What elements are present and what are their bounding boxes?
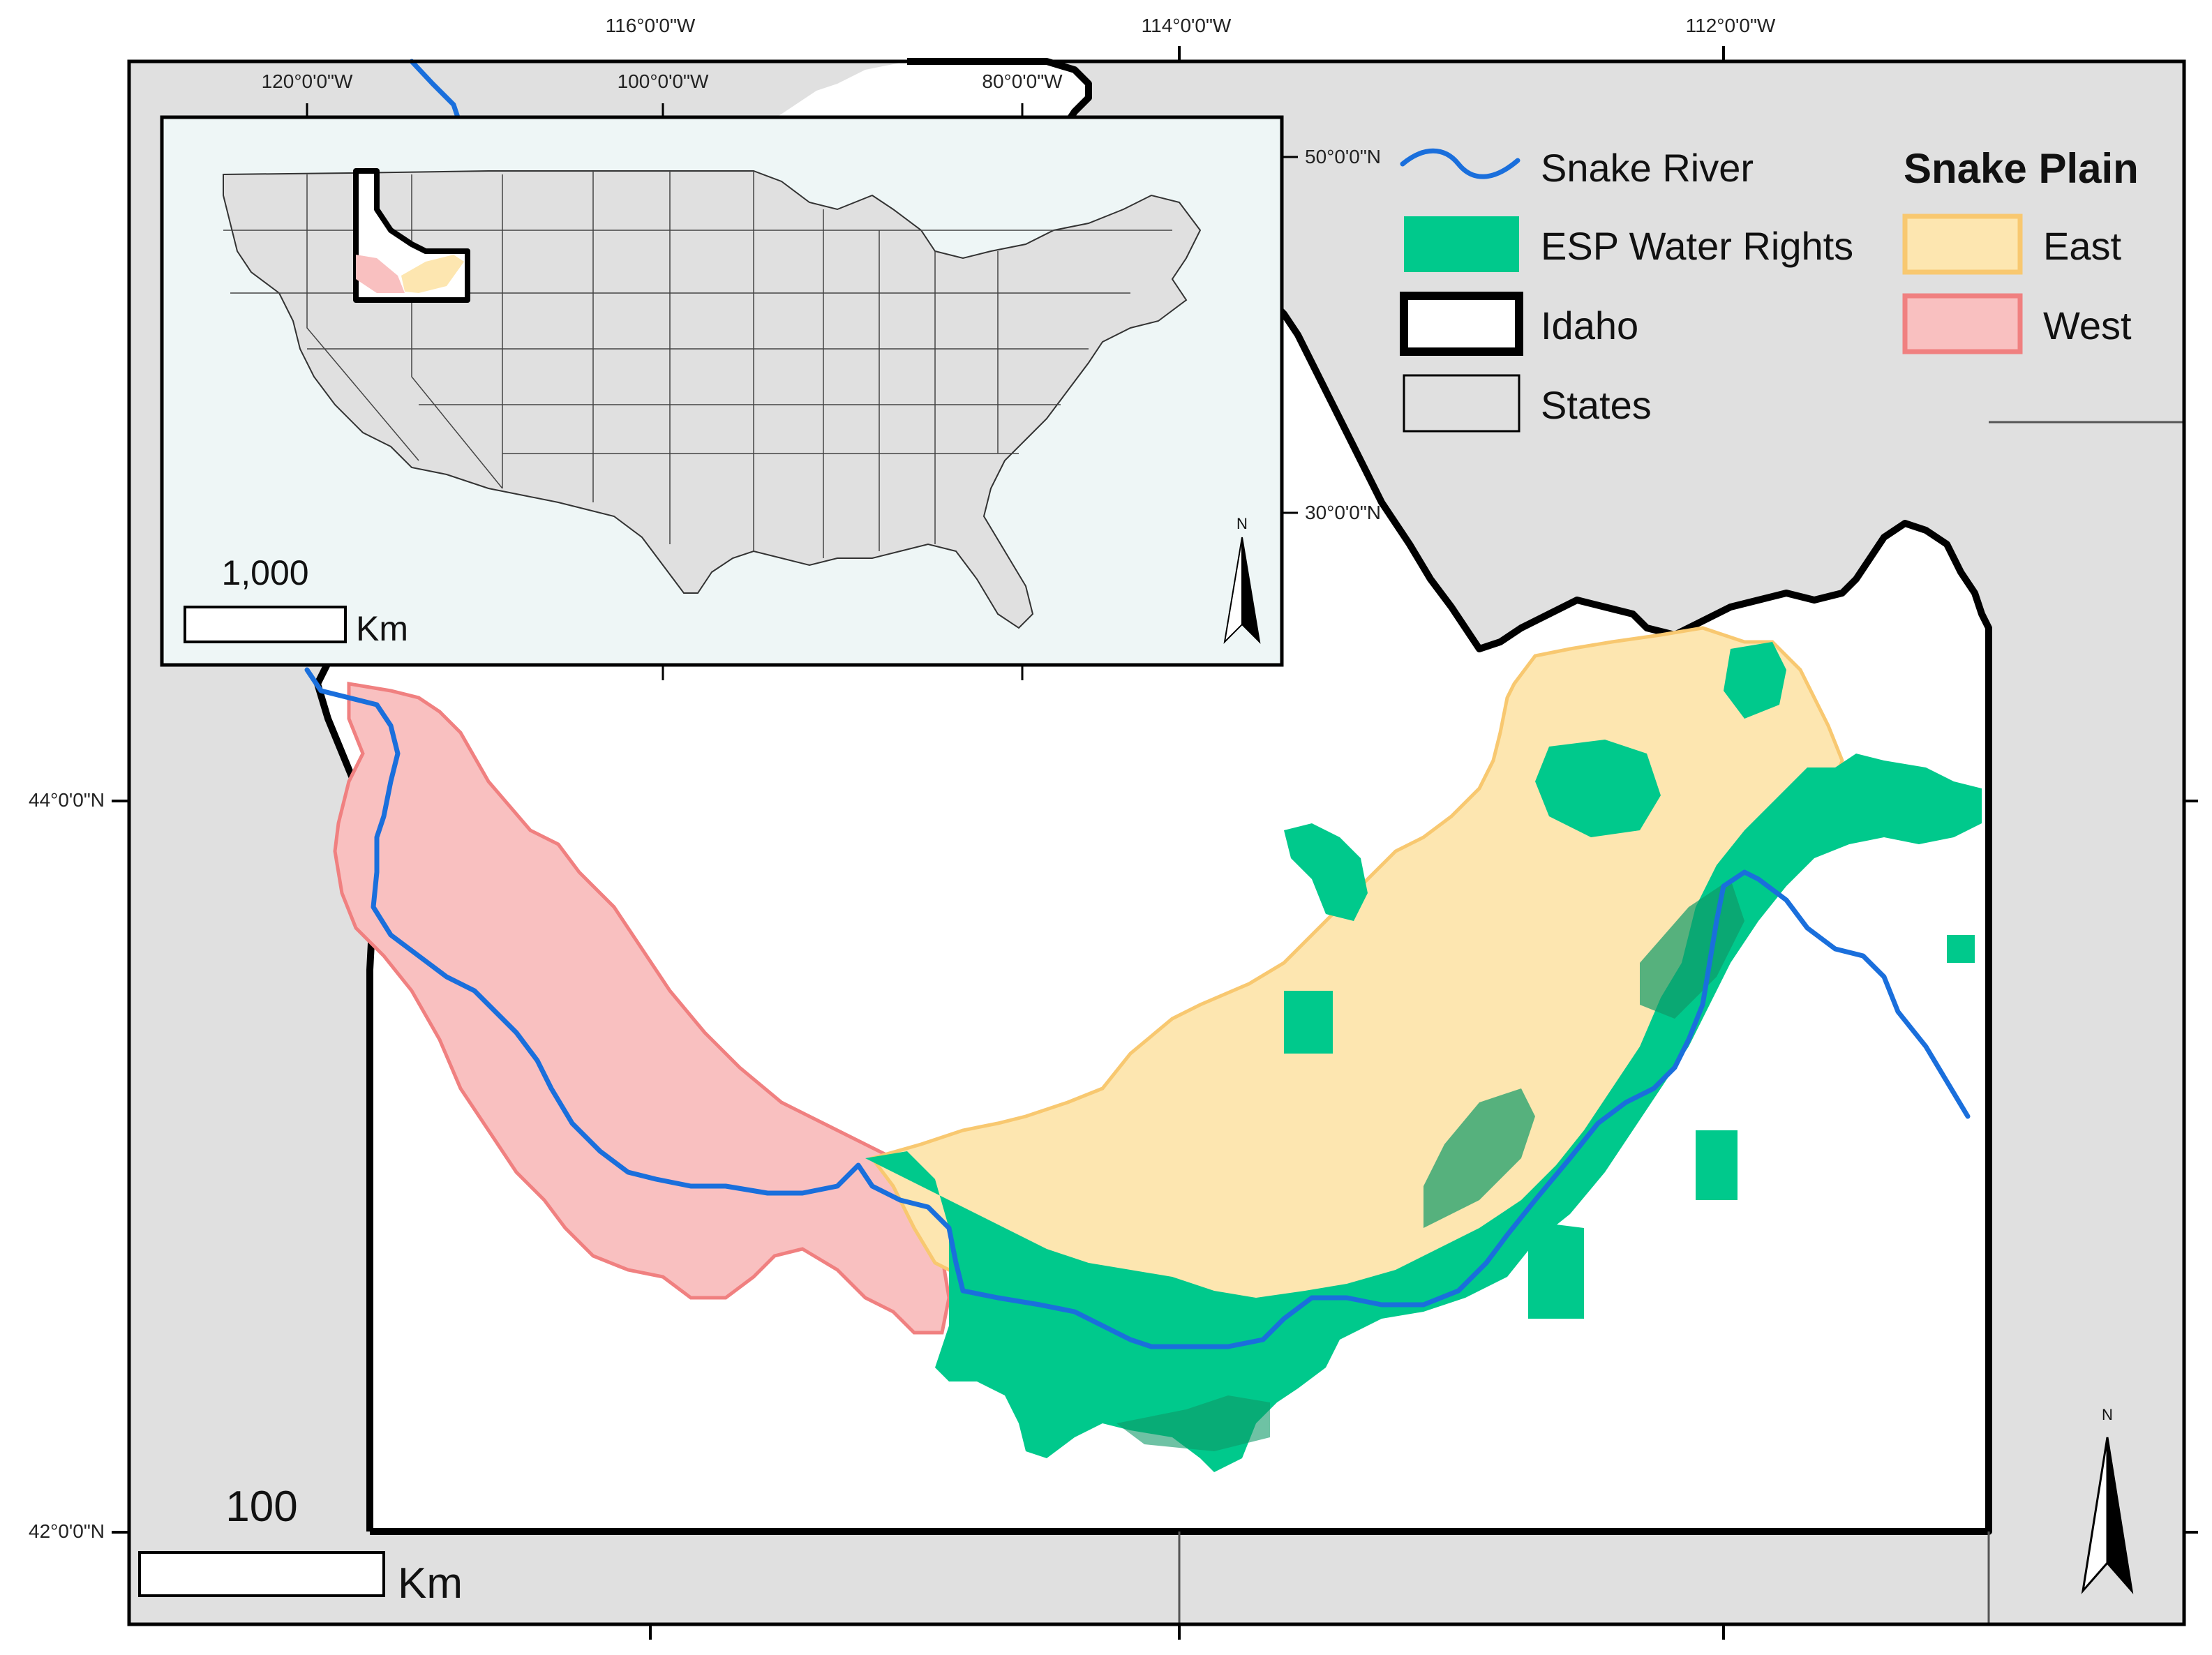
water-rights-patch-east-3 [1947,935,1975,963]
lat-label-44: 44°0'0"N [29,789,105,811]
lon-label-116: 116°0'0"W [606,15,696,36]
inset-lon-label-100: 100°0'0"W [618,70,709,92]
main-north-arrow: N [2081,1406,2134,1594]
legend-west-swatch [1902,293,2023,354]
inset-lat-label-30: 30°0'0"N [1305,502,1381,523]
inset-lon-label-120: 120°0'0"W [262,70,353,92]
legend-east-swatch [1902,214,2023,275]
main-scale-unit: Km [398,1559,463,1608]
legend-label-idaho: Idaho [1541,304,1638,347]
lon-label-112: 112°0'0"W [1686,15,1776,36]
lon-label-114: 114°0'0"W [1142,15,1232,36]
main-map-frame [127,59,2186,1626]
legend-water-rights-swatch [1404,216,1519,272]
water-rights-patch-ne [1724,642,1786,719]
water-rights-patch-east-2 [1528,1221,1584,1319]
inset-scale-bar [184,606,347,643]
legend-label-states: States [1541,383,1652,427]
water-rights-dense-1 [1423,1088,1535,1228]
water-rights-patch-central [1535,740,1661,837]
legend-idaho-swatch [1400,292,1523,356]
inset-lon-label-80: 80°0'0"W [982,70,1063,92]
inset-west-plain [356,255,405,293]
inset-scale-value: 1,000 [221,553,308,592]
legend: Snake River ESP Water Rights Idaho State… [1400,145,2139,433]
inset-north-letter: N [1236,515,1248,532]
legend-label-water-rights: ESP Water Rights [1541,224,1853,268]
legend-title-snake-plain: Snake Plain [1904,145,2139,192]
main-scale-value: 100 [225,1483,297,1531]
inset-scale-unit: Km [356,609,408,648]
inset-lat-label-50: 50°0'0"N [1305,146,1381,167]
inset-north-arrow: N [1223,515,1261,644]
west-snake-plain [333,682,951,1335]
water-rights-patch-north [1284,823,1368,921]
water-rights-patch-east-1 [1696,1130,1738,1200]
water-rights-dense-3 [1116,1395,1270,1451]
legend-label-snake-river: Snake River [1541,146,1754,190]
water-rights-patch-square [1284,991,1333,1054]
legend-river-symbol [1400,148,1520,179]
state-boundary-south [1178,1532,1990,1624]
inset-east-plain [401,255,464,293]
legend-states-swatch [1403,374,1520,433]
legend-label-west: West [2043,304,2132,347]
snake-river-main [304,59,1971,1349]
main-scale-bar [138,1551,385,1597]
main-north-letter: N [2102,1406,2113,1423]
lat-label-42: 42°0'0"N [29,1520,105,1542]
legend-label-east: East [2043,224,2121,268]
